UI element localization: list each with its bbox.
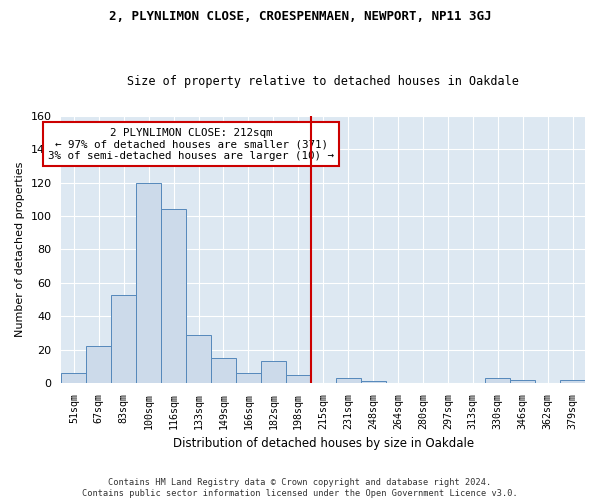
Bar xyxy=(335,378,361,383)
Bar xyxy=(136,183,161,383)
Bar xyxy=(361,382,386,383)
Text: Contains HM Land Registry data © Crown copyright and database right 2024.
Contai: Contains HM Land Registry data © Crown c… xyxy=(82,478,518,498)
Bar xyxy=(236,373,261,383)
Bar xyxy=(186,334,211,383)
Bar xyxy=(510,380,535,383)
Bar xyxy=(161,210,186,383)
Y-axis label: Number of detached properties: Number of detached properties xyxy=(15,162,25,337)
X-axis label: Distribution of detached houses by size in Oakdale: Distribution of detached houses by size … xyxy=(173,437,474,450)
Bar xyxy=(61,373,86,383)
Bar xyxy=(560,380,585,383)
Title: Size of property relative to detached houses in Oakdale: Size of property relative to detached ho… xyxy=(127,76,519,88)
Text: 2, PLYNLIMON CLOSE, CROESPENMAEN, NEWPORT, NP11 3GJ: 2, PLYNLIMON CLOSE, CROESPENMAEN, NEWPOR… xyxy=(109,10,491,23)
Bar xyxy=(485,378,510,383)
Bar xyxy=(111,294,136,383)
Text: 2 PLYNLIMON CLOSE: 212sqm
← 97% of detached houses are smaller (371)
3% of semi-: 2 PLYNLIMON CLOSE: 212sqm ← 97% of detac… xyxy=(48,128,334,161)
Bar xyxy=(211,358,236,383)
Bar xyxy=(261,362,286,383)
Bar xyxy=(86,346,111,383)
Bar xyxy=(286,374,311,383)
